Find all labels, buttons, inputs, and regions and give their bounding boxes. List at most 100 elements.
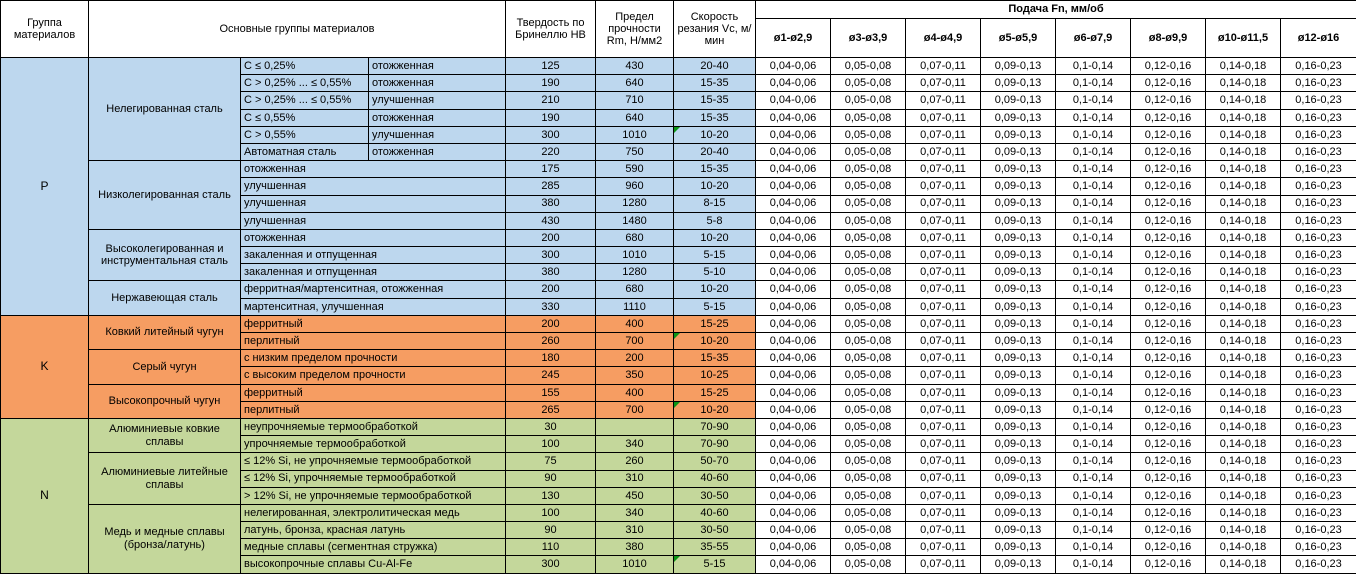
feed-value-cell: 0,14-0,18 xyxy=(1206,350,1281,367)
hardness-cell: 90 xyxy=(506,522,596,539)
feed-value-cell: 0,12-0,16 xyxy=(1131,161,1206,178)
strength-cell: 1280 xyxy=(596,264,674,281)
cutting-speed-cell: 10-20 xyxy=(674,126,756,143)
feed-value-cell: 0,16-0,23 xyxy=(1281,161,1356,178)
feed-value-cell: 0,04-0,06 xyxy=(756,470,831,487)
strength-cell: 1110 xyxy=(596,298,674,315)
feed-value-cell: 0,05-0,08 xyxy=(831,384,906,401)
feed-value-cell: 0,09-0,13 xyxy=(981,247,1056,264)
feed-value-cell: 0,09-0,13 xyxy=(981,367,1056,384)
feed-value-cell: 0,07-0,11 xyxy=(906,333,981,350)
feed-value-cell: 0,1-0,14 xyxy=(1056,298,1131,315)
feed-value-cell: 0,1-0,14 xyxy=(1056,453,1131,470)
feed-value-cell: 0,09-0,13 xyxy=(981,556,1056,573)
feed-value-cell: 0,1-0,14 xyxy=(1056,539,1131,556)
feed-value-cell: 0,09-0,13 xyxy=(981,401,1056,418)
feed-value-cell: 0,05-0,08 xyxy=(831,143,906,160)
material-condition-cell: перлитный xyxy=(241,333,506,350)
hardness-cell: 330 xyxy=(506,298,596,315)
material-family-cell: Низколегированная сталь xyxy=(89,161,241,230)
feed-value-cell: 0,07-0,11 xyxy=(906,281,981,298)
material-family-cell: Высоколегированная и инструментальная ст… xyxy=(89,229,241,281)
feed-value-cell: 0,04-0,06 xyxy=(756,75,831,92)
feed-value-cell: 0,05-0,08 xyxy=(831,161,906,178)
feed-value-cell: 0,09-0,13 xyxy=(981,418,1056,435)
feed-value-cell: 0,05-0,08 xyxy=(831,109,906,126)
cutting-speed-cell: 5-15 xyxy=(674,247,756,264)
feed-value-cell: 0,05-0,08 xyxy=(831,281,906,298)
strength-cell: 350 xyxy=(596,367,674,384)
feed-value-cell: 0,04-0,06 xyxy=(756,264,831,281)
feed-value-cell: 0,07-0,11 xyxy=(906,143,981,160)
feed-value-cell: 0,07-0,11 xyxy=(906,58,981,75)
feed-value-cell: 0,1-0,14 xyxy=(1056,470,1131,487)
feed-value-cell: 0,16-0,23 xyxy=(1281,504,1356,521)
feed-value-cell: 0,04-0,06 xyxy=(756,333,831,350)
strength-cell: 680 xyxy=(596,229,674,246)
feed-value-cell: 0,14-0,18 xyxy=(1206,109,1281,126)
feed-value-cell: 0,12-0,16 xyxy=(1131,470,1206,487)
cutting-speed-cell: 70-90 xyxy=(674,436,756,453)
feed-value-cell: 0,09-0,13 xyxy=(981,539,1056,556)
feed-value-cell: 0,14-0,18 xyxy=(1206,487,1281,504)
feed-value-cell: 0,05-0,08 xyxy=(831,367,906,384)
feed-value-cell: 0,1-0,14 xyxy=(1056,212,1131,229)
feed-value-cell: 0,04-0,06 xyxy=(756,539,831,556)
material-condition-cell: C ≤ 0,55% xyxy=(241,109,369,126)
header-row-1: Группа материалов Основные группы матери… xyxy=(1,1,1356,19)
material-condition-cell: C > 0,55% xyxy=(241,126,369,143)
strength-cell: 1010 xyxy=(596,247,674,264)
header-main-material-groups: Основные группы материалов xyxy=(89,1,506,58)
strength-cell: 700 xyxy=(596,333,674,350)
cutting-speed-cell: 10-20 xyxy=(674,178,756,195)
cutting-speed-cell: 20-40 xyxy=(674,143,756,160)
feed-value-cell: 0,07-0,11 xyxy=(906,556,981,573)
feed-value-cell: 0,14-0,18 xyxy=(1206,58,1281,75)
feed-value-cell: 0,16-0,23 xyxy=(1281,212,1356,229)
material-state-cell: отожженная xyxy=(369,75,506,92)
feed-value-cell: 0,09-0,13 xyxy=(981,350,1056,367)
strength-cell: 710 xyxy=(596,92,674,109)
feed-value-cell: 0,12-0,16 xyxy=(1131,178,1206,195)
feed-value-cell: 0,1-0,14 xyxy=(1056,92,1131,109)
feed-value-cell: 0,04-0,06 xyxy=(756,229,831,246)
feed-value-cell: 0,14-0,18 xyxy=(1206,367,1281,384)
feed-value-cell: 0,12-0,16 xyxy=(1131,401,1206,418)
material-condition-cell: медные сплавы (сегментная стружка) xyxy=(241,539,506,556)
cutting-speed-cell: 10-20 xyxy=(674,281,756,298)
feed-value-cell: 0,16-0,23 xyxy=(1281,195,1356,212)
feed-value-cell: 0,14-0,18 xyxy=(1206,298,1281,315)
feed-value-cell: 0,1-0,14 xyxy=(1056,75,1131,92)
feed-value-cell: 0,14-0,18 xyxy=(1206,247,1281,264)
feed-value-cell: 0,05-0,08 xyxy=(831,126,906,143)
strength-cell: 1010 xyxy=(596,556,674,573)
feed-value-cell: 0,07-0,11 xyxy=(906,367,981,384)
table-row: Высоколегированная и инструментальная ст… xyxy=(1,229,1356,246)
material-state-cell: отожженная xyxy=(369,109,506,126)
material-state-cell: отожженная xyxy=(369,143,506,160)
material-family-cell: Медь и медные сплавы (бронза/латунь) xyxy=(89,504,241,573)
feed-value-cell: 0,1-0,14 xyxy=(1056,178,1131,195)
feed-value-cell: 0,1-0,14 xyxy=(1056,350,1131,367)
hardness-cell: 380 xyxy=(506,264,596,281)
feed-value-cell: 0,16-0,23 xyxy=(1281,350,1356,367)
hardness-cell: 130 xyxy=(506,487,596,504)
feed-value-cell: 0,09-0,13 xyxy=(981,229,1056,246)
feed-value-cell: 0,14-0,18 xyxy=(1206,504,1281,521)
cutting-speed-cell: 10-25 xyxy=(674,367,756,384)
feed-value-cell: 0,09-0,13 xyxy=(981,143,1056,160)
strength-cell: 200 xyxy=(596,350,674,367)
header-diameter: ø12-ø16 xyxy=(1281,19,1356,58)
feed-value-cell: 0,12-0,16 xyxy=(1131,367,1206,384)
feed-value-cell: 0,04-0,06 xyxy=(756,436,831,453)
feed-value-cell: 0,05-0,08 xyxy=(831,522,906,539)
feed-value-cell: 0,16-0,23 xyxy=(1281,247,1356,264)
feed-value-cell: 0,12-0,16 xyxy=(1131,556,1206,573)
material-condition-cell: закаленная и отпущенная xyxy=(241,247,506,264)
feed-value-cell: 0,12-0,16 xyxy=(1131,126,1206,143)
feed-value-cell: 0,16-0,23 xyxy=(1281,75,1356,92)
